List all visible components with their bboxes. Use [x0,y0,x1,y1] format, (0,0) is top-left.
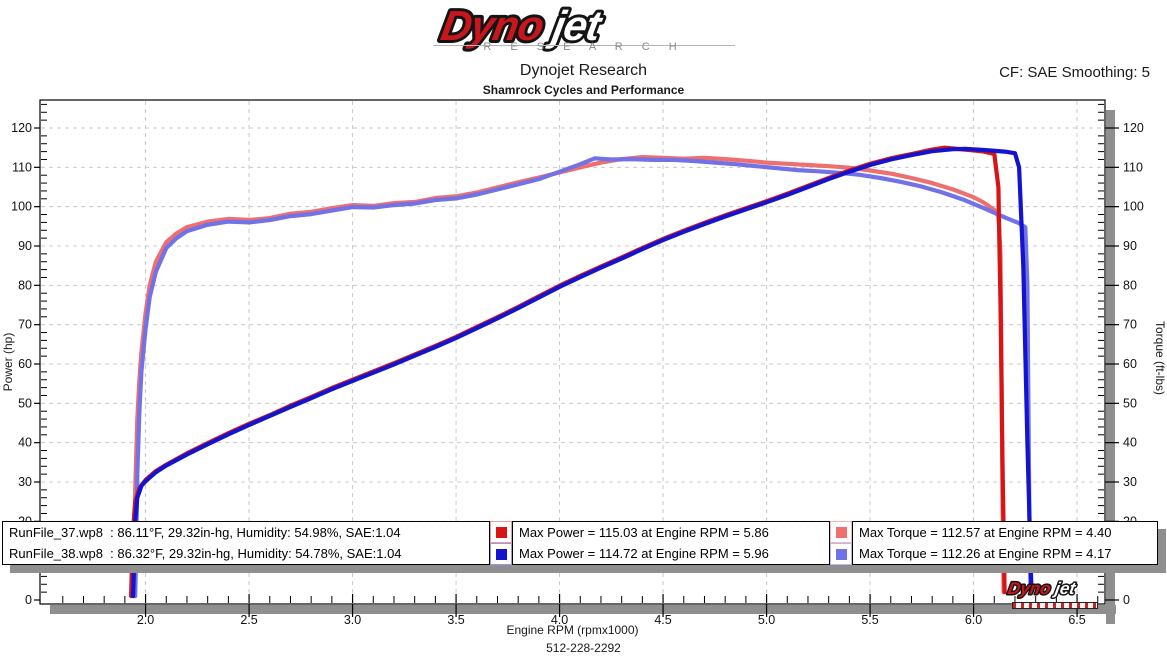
y-tick-label-right: 50 [1123,396,1137,410]
x-tick-label: 4.5 [654,613,671,627]
torque-color-square-run1 [835,526,847,538]
legend-run-info-box: RunFile_37.wp8 : 86.11°F, 29.32in-hg, Hu… [2,521,490,565]
y-tick-label-right: 80 [1123,278,1137,292]
run-legend: RunFile_37.wp8 : 86.11°F, 29.32in-hg, Hu… [2,521,1158,565]
y-tick-label-right: 90 [1123,239,1137,253]
y-tick-label-left: 110 [12,160,32,174]
max-power-row-2: Max Power = 114.72 at Engine RPM = 5.96 [519,546,769,561]
watermark-word-jet: jet [1052,578,1079,598]
y-tick-label-right: 30 [1123,475,1137,489]
plot-shadow-bottom [50,605,1116,614]
torque-axis-label: Torque (ft-lbs) [1153,321,1167,395]
x-tick-label: 4.0 [551,613,568,627]
x-tick-label: 2.5 [240,613,257,627]
power-axis-label: Power (hp) [1,333,15,392]
x-tick-label: 3.0 [344,613,361,627]
power-color-square-run1 [495,526,507,538]
run-info-row-2: RunFile_38.wp8 : 86.32°F, 29.32in-hg, Hu… [9,546,402,561]
max-torque-row-1: Max Torque = 112.57 at Engine RPM = 4.40 [859,525,1112,540]
page-subtitle: Shamrock Cycles and Performance [482,83,685,97]
svg-text:Dyno jet: Dyno jet [1006,578,1078,598]
logo-research-label: R E S E A R C H [483,41,685,53]
y-tick-label-left: 120 [11,121,32,135]
y-tick-label-left: 50 [18,396,32,410]
y-tick-label-left: 40 [18,436,32,450]
page-title: Dynojet Research [519,62,648,79]
y-tick-label-right: 120 [1123,121,1144,135]
torque-color-square-run2 [835,548,847,560]
legend-max-power-box: Max Power = 115.03 at Engine RPM = 5.86 … [512,521,830,565]
y-tick-label-left: 90 [18,239,32,253]
cf-smoothing-label: CF: SAE Smoothing: 5 [999,64,1150,81]
curve-power-runfile_38 [131,146,1034,599]
watermark-dynojet-logo: Dyno jet [1004,577,1100,609]
y-tick-label-right: 110 [1123,160,1143,174]
plot-border [39,99,1106,605]
y-tick-label-right: 100 [1123,200,1144,214]
watermark-word-dyno: Dyno [1006,578,1052,598]
power-swatch-column [490,521,512,565]
logo-word-dyno: Dyno [438,2,547,49]
y-tick-label-left: 70 [18,318,32,332]
power-swatch-run2 [490,543,512,565]
phone-number: 512-228-2292 [546,641,621,655]
svg-text:Dyno jet: Dyno jet [438,2,607,49]
torque-swatch-column [830,521,852,565]
run-info-row-1: RunFile_37.wp8 : 86.11°F, 29.32in-hg, Hu… [9,525,401,540]
y-tick-label-right: 70 [1123,318,1137,332]
y-tick-label-right: 0 [1123,593,1130,607]
torque-swatch-run1 [830,521,852,543]
x-tick-label: 5.0 [758,613,775,627]
plot-shadow-right [1106,110,1115,624]
y-tick-label-left: 100 [11,200,32,214]
x-tick-label: 3.5 [447,613,464,627]
legend-max-torque-box: Max Torque = 112.57 at Engine RPM = 4.40… [852,521,1158,565]
y-tick-label-right: 40 [1123,436,1137,450]
x-tick-label: 5.5 [861,613,878,627]
y-tick-label-left: 80 [18,278,32,292]
power-swatch-run1 [490,521,512,543]
logo-divider-line [433,45,735,46]
watermark-research-bar [1012,602,1098,609]
y-tick-label-left: 0 [25,593,32,607]
y-tick-label-right: 60 [1123,357,1137,371]
torque-swatch-run2 [830,543,852,565]
y-tick-label-left: 30 [18,475,32,489]
max-torque-row-2: Max Torque = 112.26 at Engine RPM = 4.17 [859,546,1112,561]
dynojet-logo: Dyno jet [435,2,610,52]
x-tick-label: 6.0 [965,613,982,627]
max-power-row-1: Max Power = 115.03 at Engine RPM = 5.86 [519,525,769,540]
x-tick-label: 2.0 [137,613,154,627]
y-tick-label-left: 60 [18,357,32,371]
curve-torque-runfile_38 [133,156,1033,599]
x-tick-label: 6.5 [1068,613,1085,627]
rpm-axis-label: Engine RPM (rpmx1000) [506,623,639,637]
power-color-square-run2 [495,548,507,560]
